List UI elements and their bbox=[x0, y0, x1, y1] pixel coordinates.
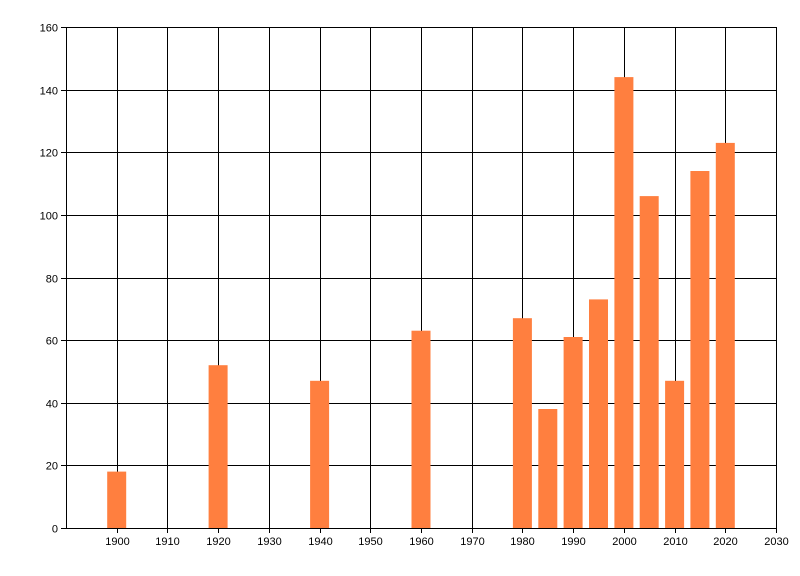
y-tick-label: 0 bbox=[52, 524, 58, 536]
bar-2010 bbox=[665, 380, 685, 528]
x-tick-label: 1900 bbox=[105, 536, 129, 548]
y-tick-label: 100 bbox=[40, 211, 58, 223]
bar-1995 bbox=[589, 299, 608, 528]
bar-2000 bbox=[614, 77, 634, 528]
x-tick-label: 1920 bbox=[206, 536, 230, 548]
bar-1940 bbox=[310, 380, 330, 528]
y-tick-label: 60 bbox=[46, 336, 58, 348]
bar-1990 bbox=[563, 337, 583, 528]
x-tick-label: 1940 bbox=[308, 536, 332, 548]
bars bbox=[107, 77, 735, 528]
bar-1920 bbox=[208, 365, 228, 528]
bar-2020 bbox=[715, 142, 735, 528]
x-tick-label: 1960 bbox=[409, 536, 433, 548]
x-tick-label: 1950 bbox=[358, 536, 382, 548]
bar-1900 bbox=[107, 471, 127, 528]
x-axis-ticks: 1900 1910 1920 1930 1940 1950 1960 1970 1980 1990… bbox=[105, 528, 789, 548]
x-tick-label: 2030 bbox=[764, 536, 788, 548]
bar-1960 bbox=[411, 330, 431, 528]
grid bbox=[66, 27, 777, 528]
y-tick-label: 80 bbox=[46, 274, 58, 286]
x-tick-label: 1930 bbox=[257, 536, 281, 548]
y-tick-label: 120 bbox=[40, 148, 58, 160]
bar-1985 bbox=[538, 409, 558, 528]
y-tick-label: 20 bbox=[46, 461, 58, 473]
x-tick-label: 1910 bbox=[155, 536, 179, 548]
bar-2005 bbox=[639, 196, 659, 528]
x-tick-label: 1980 bbox=[510, 536, 534, 548]
x-tick-label: 2010 bbox=[663, 536, 687, 548]
x-tick-label: 1990 bbox=[561, 536, 585, 548]
y-axis-ticks: 0 20 40 60 80 100 120 140 160 bbox=[40, 23, 66, 536]
y-tick-label: 40 bbox=[46, 399, 58, 411]
x-tick-label: 2020 bbox=[713, 536, 737, 548]
y-tick-label: 160 bbox=[40, 23, 58, 35]
bar-2015 bbox=[690, 171, 710, 528]
x-tick-label: 2000 bbox=[612, 536, 636, 548]
x-tick-label: 1970 bbox=[460, 536, 484, 548]
y-tick-label: 140 bbox=[40, 86, 58, 98]
bar-1980 bbox=[512, 318, 532, 528]
